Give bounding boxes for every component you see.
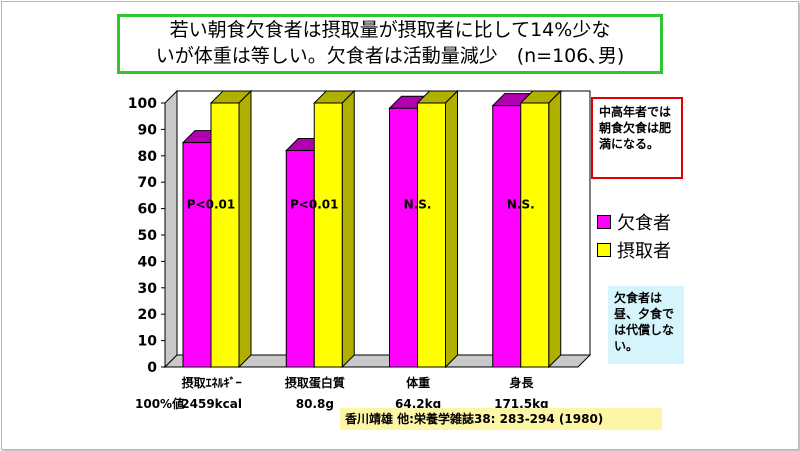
reference-citation: 香川靖雄 他:栄養学雑誌38: 283-294 (1980) xyxy=(340,408,662,430)
legend: 欠食者 摂取者 xyxy=(597,208,671,264)
y-tick-label: 90 xyxy=(138,122,158,138)
significance-label: N.S. xyxy=(507,198,535,212)
x-tick-label: 摂取ｴﾈﾙｷﾞｰ xyxy=(182,375,242,390)
significance-label: P<0.01 xyxy=(187,198,235,212)
bar-side xyxy=(341,89,355,369)
y-tick-label: 60 xyxy=(138,202,158,218)
title-line-2: いが体重は等しい。欠食者は活動量減少 (n=106､男) xyxy=(155,45,625,67)
y-tick-label: 70 xyxy=(138,175,158,191)
base-value-label: 171.5kg xyxy=(494,397,549,411)
y-tick-label: 0 xyxy=(147,360,157,376)
legend-label-eat: 摂取者 xyxy=(617,241,671,262)
y-tick-label: 100 xyxy=(128,96,157,112)
x-tick-label: 体重 xyxy=(406,375,430,390)
note-middle-aged: 中高年者では朝食欠食は肥満になる。 xyxy=(591,97,683,179)
significance-label: N.S. xyxy=(404,198,432,212)
base-value-label: 2459kcal xyxy=(181,397,242,411)
base-value-label: 80.8g xyxy=(296,397,334,411)
y-tick-label: 30 xyxy=(138,281,158,297)
significance-label: P<0.01 xyxy=(290,198,338,212)
legend-swatch-eat xyxy=(597,243,611,257)
bar xyxy=(417,102,446,368)
x-tick-label: 摂取蛋白質 xyxy=(285,375,345,390)
bar xyxy=(389,107,418,368)
bar-side xyxy=(445,89,458,369)
bar xyxy=(492,105,522,368)
y-tick-label: 80 xyxy=(138,149,158,165)
bar xyxy=(520,102,550,368)
y-tick-label: 10 xyxy=(138,334,158,350)
legend-label-skip: 欠食者 xyxy=(617,213,671,234)
y-tick-label: 40 xyxy=(138,254,158,270)
note-no-compensation: 欠食者は昼、夕食では代償しない。 xyxy=(608,286,684,364)
legend-item-eat: 摂取者 xyxy=(597,236,671,264)
title-line-1: 若い朝食欠食者は摂取量が摂取者に比して14%少な xyxy=(169,19,611,41)
row-label: 100%値 xyxy=(135,396,184,411)
bar xyxy=(285,150,315,368)
legend-item-skip: 欠食者 xyxy=(597,208,671,236)
bar xyxy=(182,142,212,368)
y-tick-label: 50 xyxy=(138,228,158,244)
side-wall xyxy=(164,89,178,369)
bar xyxy=(313,102,343,368)
bar-side xyxy=(548,89,562,369)
x-tick-label: 身長 xyxy=(509,375,534,390)
y-tick-label: 20 xyxy=(138,307,158,323)
legend-swatch-skip xyxy=(597,215,611,229)
title-box: 若い朝食欠食者は摂取量が摂取者に比して14%少な いが体重は等しい。欠食者は活動… xyxy=(117,14,663,74)
bar-side xyxy=(238,89,252,369)
bar xyxy=(210,102,240,368)
base-value-label: 64.2kg xyxy=(395,397,441,411)
